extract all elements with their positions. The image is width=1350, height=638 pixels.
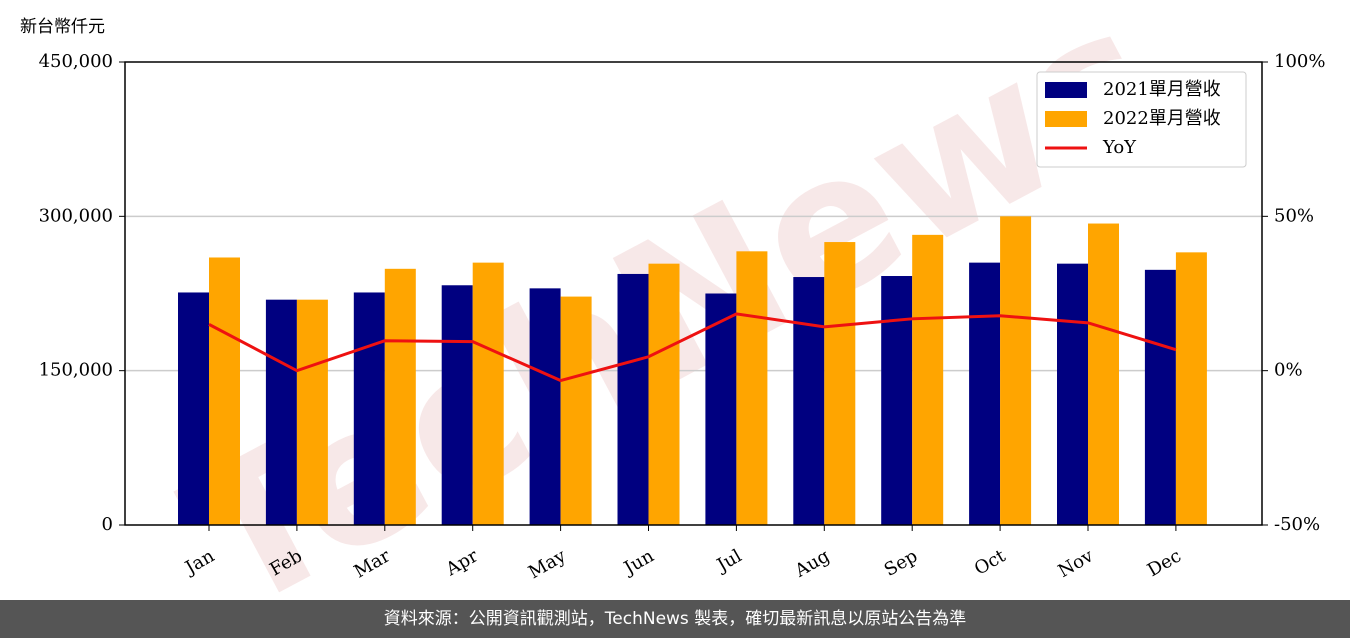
legend-label: 2021單月營收 [1103, 79, 1221, 100]
bar [736, 251, 768, 525]
y-tick-label: 450,000 [39, 51, 113, 72]
bar [265, 299, 297, 525]
y-tick-label: 0 [102, 514, 113, 535]
legend-label: YoY [1102, 137, 1137, 158]
x-tick-label: Nov [1055, 545, 1098, 582]
bar [1057, 263, 1088, 525]
y-tick-label: 300,000 [39, 205, 113, 226]
bar [1088, 223, 1119, 525]
bar [969, 262, 1001, 525]
bar [705, 293, 737, 525]
bar [178, 292, 209, 525]
y2-tick-label: 0% [1274, 360, 1303, 381]
bar [384, 268, 416, 525]
bar [472, 262, 504, 525]
y2-tick-label: 100% [1274, 51, 1325, 72]
bar [617, 273, 649, 525]
legend-swatch [1045, 111, 1087, 127]
bar [881, 276, 913, 525]
y-tick-label: 150,000 [39, 360, 113, 381]
footer-bar [0, 600, 1350, 638]
bar [648, 263, 680, 525]
footer: 資料來源：公開資訊觀測站，TechNews 製表，確切最新訊息以原站公告為準 [384, 609, 966, 629]
plot-frame [124, 61, 1263, 526]
bar [296, 299, 328, 525]
legend-box [1036, 71, 1247, 168]
bar [1000, 216, 1032, 526]
bar [441, 285, 473, 525]
bar [560, 296, 592, 525]
legend-label: 2022單月營收 [1103, 108, 1221, 129]
bar [912, 234, 944, 525]
x-tick-label: Oct [971, 545, 1010, 580]
bar [353, 292, 385, 525]
x-tick-label: Dec [1144, 545, 1185, 581]
x-tick-label: Jun [619, 545, 658, 580]
x-tick-label: Sep [881, 545, 921, 580]
y2-tick-label: 50% [1274, 205, 1314, 226]
x-tick-label: May [525, 545, 570, 583]
bar [824, 242, 856, 526]
x-tick-label: Jul [712, 545, 746, 577]
bar [1175, 252, 1207, 525]
y2-tick-label: -50% [1274, 514, 1320, 535]
line [208, 312, 1177, 383]
bar [1144, 269, 1176, 525]
legend-swatch [1045, 82, 1087, 98]
y-unit-label: 新台幣仟元 [20, 17, 105, 37]
bar [209, 257, 240, 525]
bar [529, 288, 561, 525]
bar [793, 277, 825, 525]
x-tick-label: Aug [791, 545, 834, 582]
